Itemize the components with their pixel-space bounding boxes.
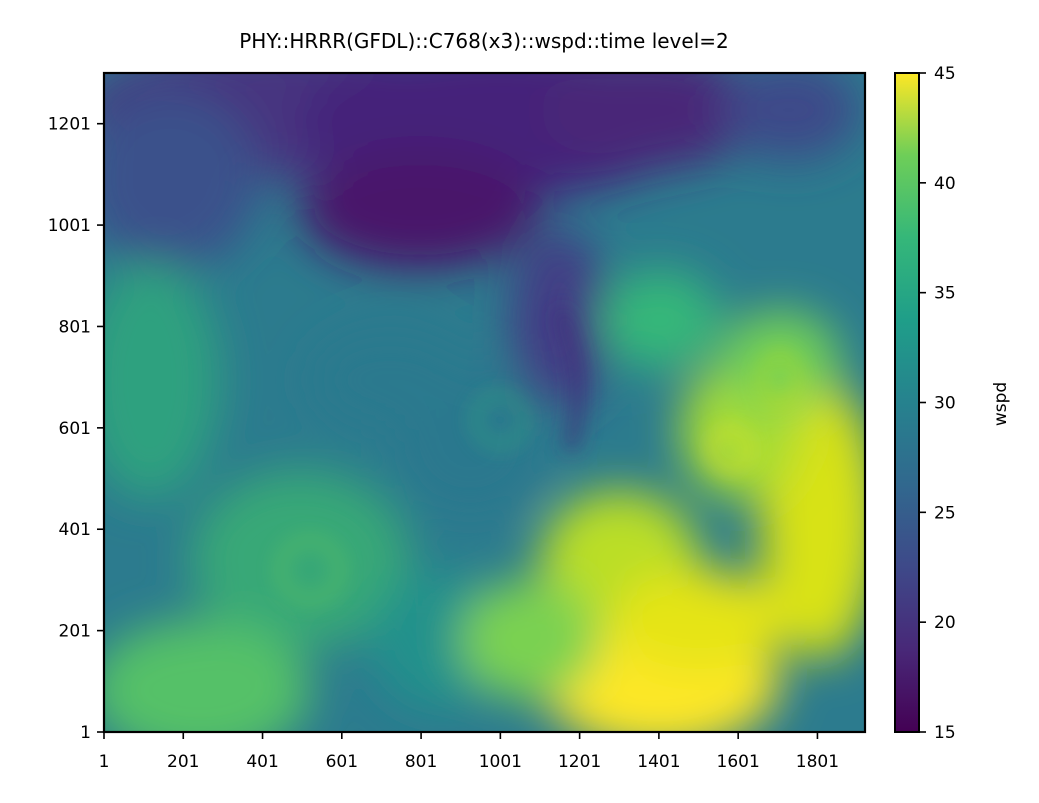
y-tick-label: 1201 — [48, 115, 91, 135]
x-tick-label: 1 — [99, 752, 110, 772]
colorbar — [895, 73, 919, 732]
y-tick-label: 201 — [59, 622, 91, 642]
x-tick-label: 1401 — [637, 752, 680, 772]
chart-title: PHY::HRRR(GFDL)::C768(x3)::wspd::time le… — [239, 29, 729, 53]
colorbar-tick-label: 40 — [934, 174, 956, 194]
x-tick-label: 201 — [167, 752, 199, 772]
colorbar-tick-label: 35 — [934, 284, 956, 304]
y-tick-label: 1001 — [48, 216, 91, 236]
heatmap-field — [104, 73, 865, 732]
x-tick-label: 601 — [326, 752, 358, 772]
x-tick-label: 1001 — [479, 752, 522, 772]
colorbar-tick-label: 25 — [934, 503, 956, 523]
plot-frame — [102, 71, 867, 734]
x-tick-label: 1601 — [717, 752, 760, 772]
x-tick-label: 1801 — [796, 752, 839, 772]
colorbar-tick-label: 30 — [934, 394, 956, 414]
colorbar-axis: 15 20 25 30 35 40 45 — [919, 64, 956, 743]
x-axis: 1 201 401 601 801 1001 1201 1401 1601 1801 — [99, 732, 839, 772]
colorbar-tick-label: 15 — [934, 723, 956, 743]
x-tick-label: 801 — [405, 752, 437, 772]
y-tick-label: 601 — [59, 419, 91, 439]
colorbar-tick-label: 45 — [934, 64, 956, 84]
y-tick-label: 401 — [59, 520, 91, 540]
colorbar-label: wspd — [991, 382, 1011, 426]
x-tick-label: 1201 — [558, 752, 601, 772]
colorbar-tick-label: 20 — [934, 613, 956, 633]
y-tick-label: 1 — [80, 723, 91, 743]
x-tick-label: 401 — [246, 752, 278, 772]
y-tick-label: 801 — [59, 317, 91, 337]
